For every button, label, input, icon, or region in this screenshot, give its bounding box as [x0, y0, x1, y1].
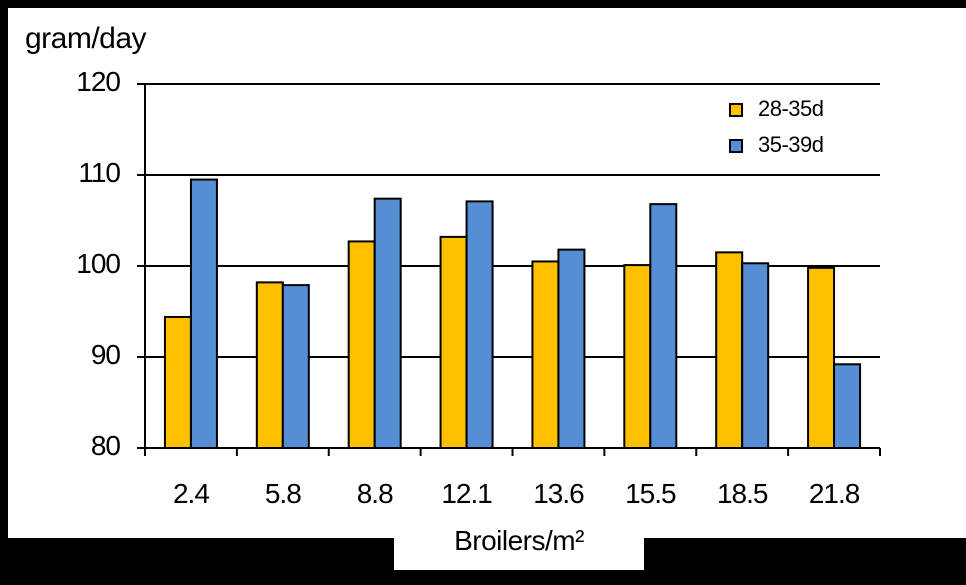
x-tick-label: 5.8 [264, 478, 302, 509]
bar-35-39d [649, 203, 678, 449]
y-tick-label: 80 [90, 430, 121, 461]
bar-28-35d [347, 240, 376, 449]
legend-label: 28-35d [758, 96, 824, 121]
y-tick-label: 90 [90, 339, 121, 370]
bar-35-39d [189, 178, 218, 450]
legend-swatch-icon [729, 139, 743, 153]
x-axis-title-box [394, 530, 644, 570]
legend-swatch-icon [729, 103, 743, 117]
bar-28-35d [439, 235, 468, 449]
x-tick-label: 15.5 [625, 478, 677, 509]
x-tick-label: 13.6 [533, 478, 585, 509]
bar-28-35d [163, 315, 192, 449]
x-tick-label: 21.8 [808, 478, 861, 509]
bar-28-35d [807, 266, 836, 449]
bar-28-35d [531, 260, 560, 450]
bar-35-39d [741, 262, 770, 449]
bar-35-39d [833, 363, 862, 449]
x-tick-label: 18.5 [716, 478, 769, 509]
bar-28-35d [623, 264, 652, 449]
y-tick-label: 100 [76, 248, 121, 279]
y-tick-label: 110 [78, 157, 121, 188]
legend-label: 35-39d [758, 132, 824, 157]
bar-28-35d [255, 281, 284, 449]
x-tick-label: 12.1 [441, 478, 493, 509]
bar-35-39d [373, 197, 402, 449]
x-tick-label: 2.4 [172, 478, 210, 509]
bar-35-39d [557, 248, 586, 449]
y-tick-label: 120 [76, 66, 121, 97]
bar-35-39d [465, 200, 494, 449]
x-axis-title: Broilers/m² [454, 525, 584, 556]
x-tick-label: 8.8 [356, 478, 394, 509]
y-axis-title: gram/day [25, 22, 147, 55]
bar-28-35d [715, 251, 744, 449]
bar-35-39d [281, 284, 310, 449]
